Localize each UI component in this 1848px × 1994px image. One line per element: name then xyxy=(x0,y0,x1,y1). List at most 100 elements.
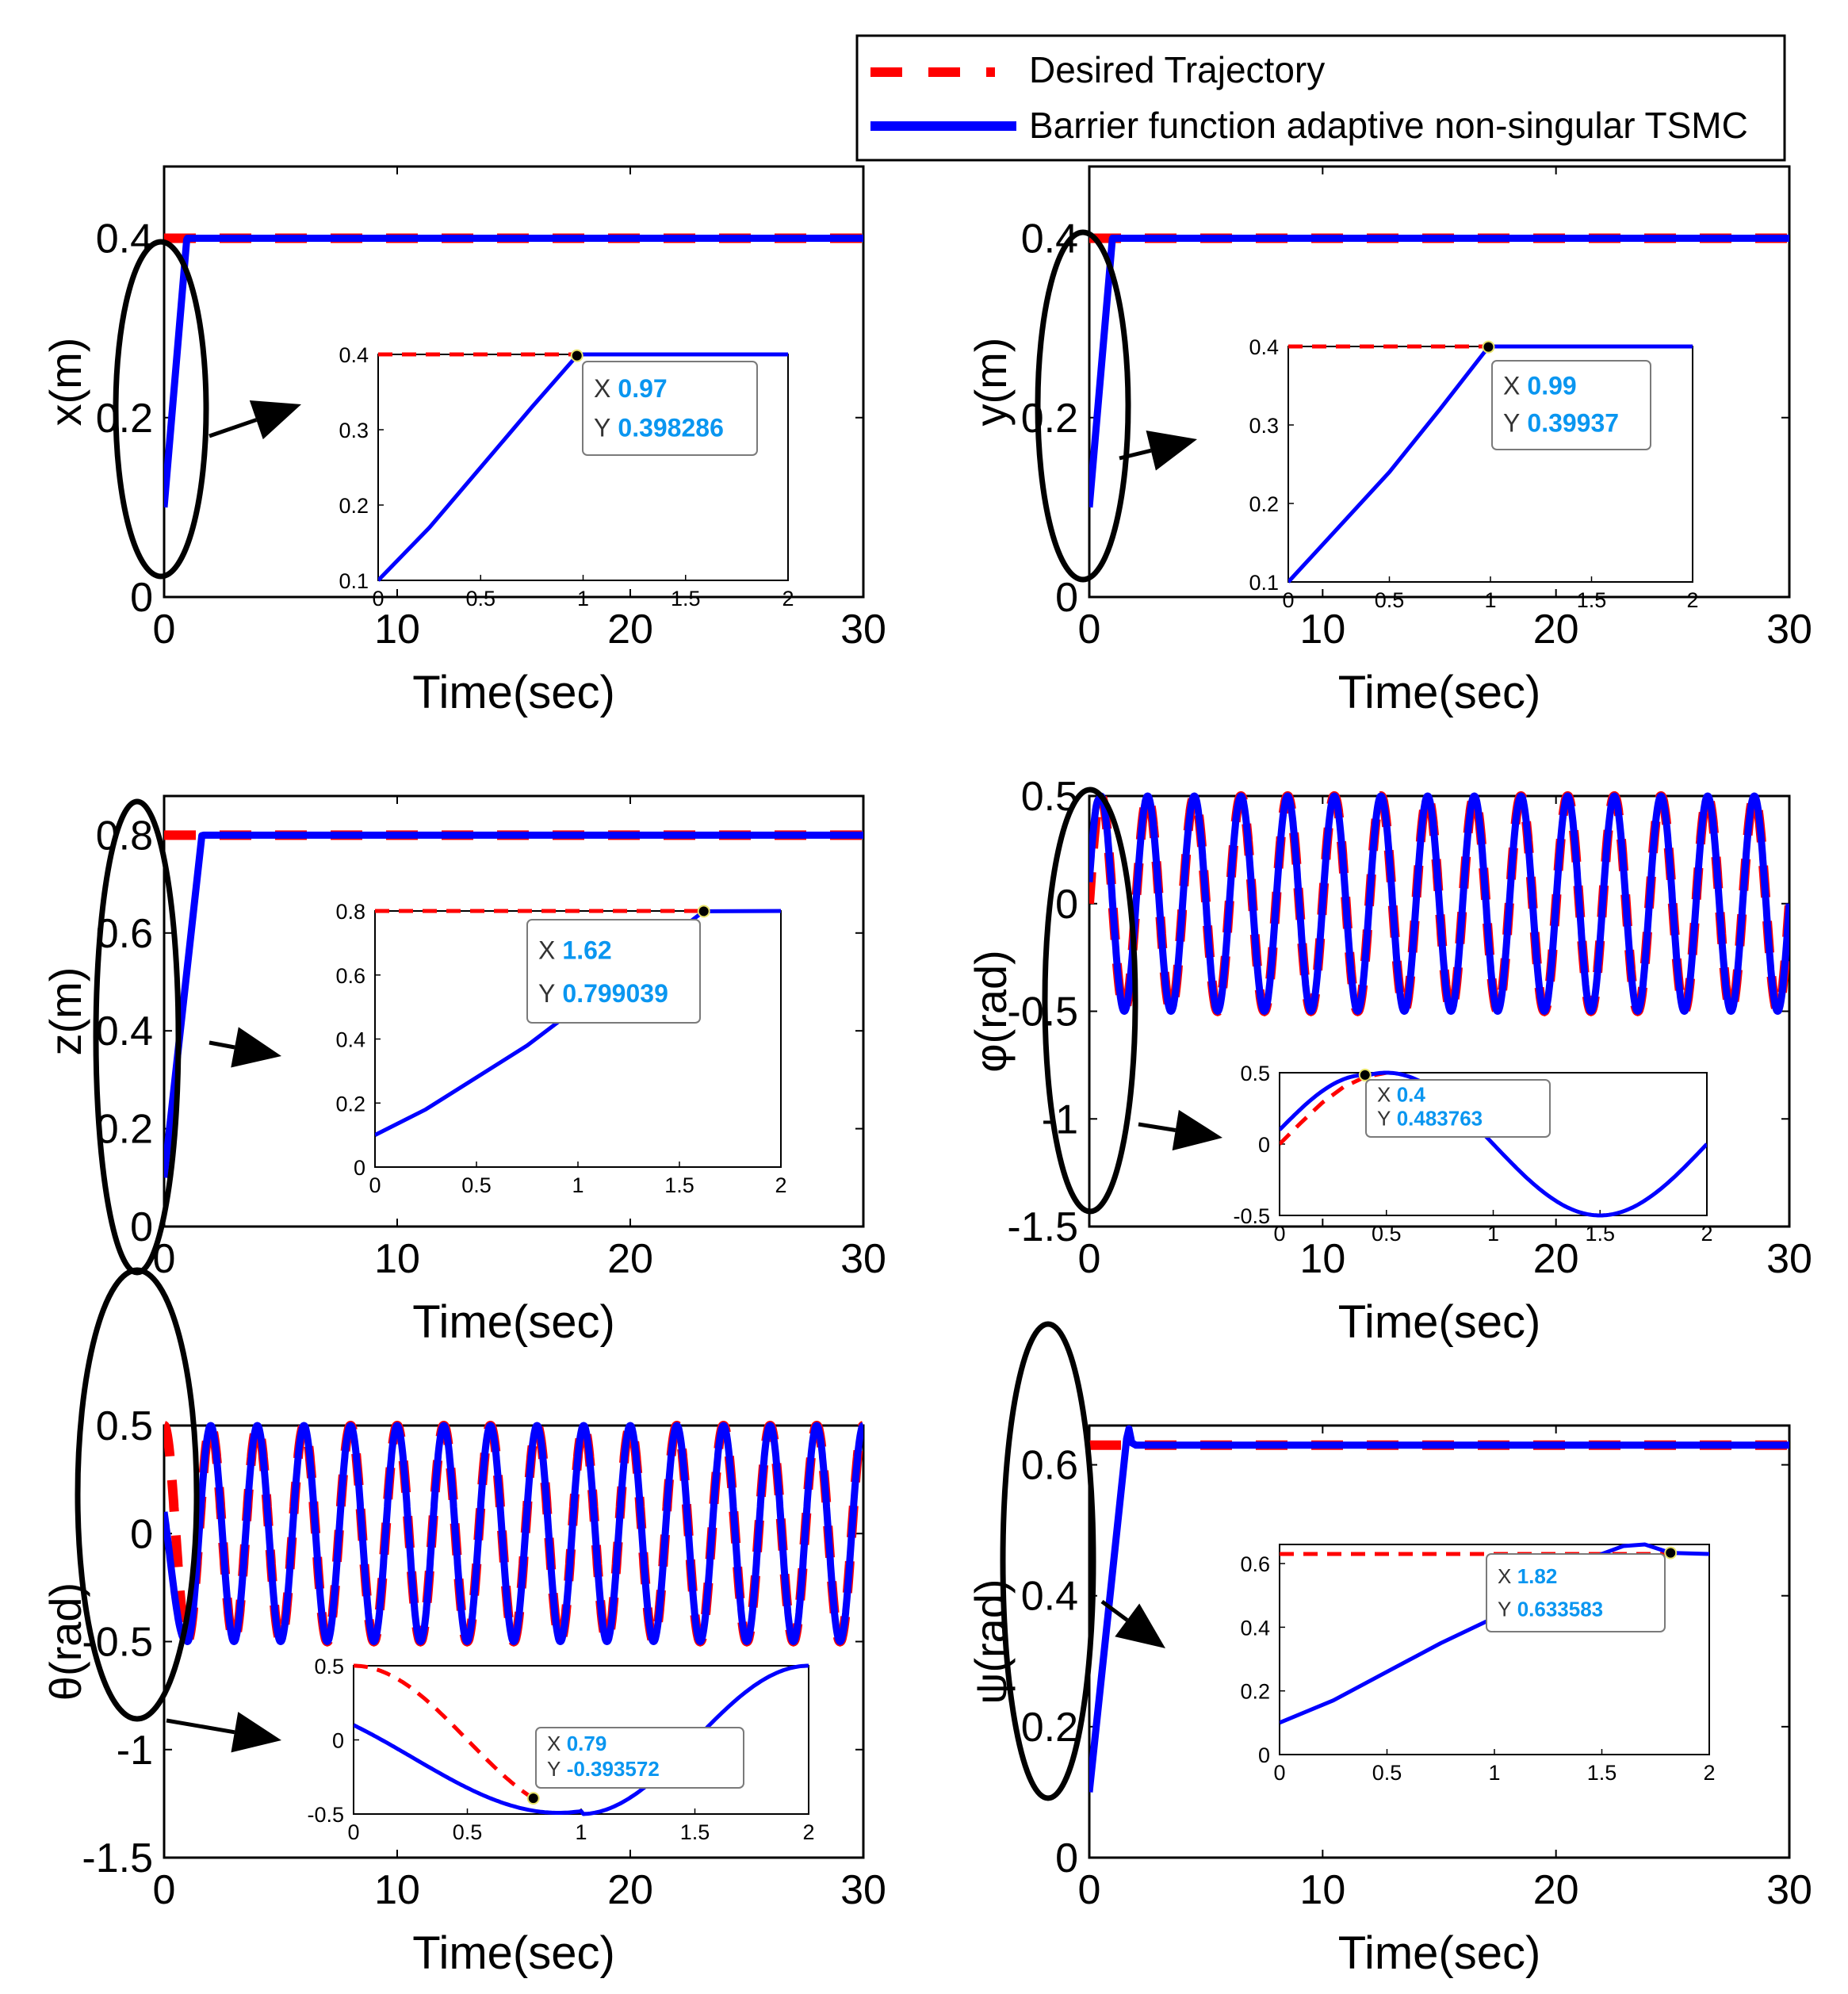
panel-z: 0 10 20 30 0 0.2 0.4 0.6 0.8 Time(sec) z(m) 0 0.5 1 1.… xyxy=(40,794,886,1348)
y-tick-label: 0 xyxy=(130,1511,153,1557)
inset-y-tick-label: -0.5 xyxy=(307,1803,344,1827)
arrow-head xyxy=(249,400,301,440)
inset-x-tick-label: 1.5 xyxy=(664,1173,694,1197)
x-tick-label: 30 xyxy=(1766,1236,1812,1282)
legend-box xyxy=(855,34,1786,162)
x-tick-label: 30 xyxy=(840,607,886,653)
x-axis-label: Time(sec) xyxy=(412,667,615,718)
inset-y-tick-label: 0.6 xyxy=(1240,1552,1270,1576)
inset-x-tick-label: 1.5 xyxy=(1577,588,1607,612)
x-tick-label: 0 xyxy=(153,607,176,653)
y-tick-label: 0 xyxy=(130,575,153,621)
inset-y-tick-label: 0.1 xyxy=(1249,571,1279,595)
inset-x-tick-label: 1 xyxy=(575,1820,587,1844)
inset-x-tick-label: 1 xyxy=(1484,588,1496,612)
x-tick-label: 10 xyxy=(374,1867,420,1913)
arrow-shaft xyxy=(209,1040,235,1050)
datatip-x-label: X xyxy=(538,936,555,964)
inset-x-tick-label: 1 xyxy=(572,1173,583,1197)
y-tick-label: 0.8 xyxy=(96,813,153,859)
legend-label-tsmc: Barrier function adaptive non-singular T… xyxy=(1029,105,1748,146)
inset-x-tick-label: 1 xyxy=(1487,1222,1499,1246)
inset-series-tsmc-line xyxy=(1280,1070,1707,1218)
x-tick-label: 10 xyxy=(1299,1236,1345,1282)
inset-x-tick-label: 0 xyxy=(369,1173,381,1197)
arrow-head xyxy=(1115,1603,1165,1648)
inset-y-tick-label: 0.5 xyxy=(314,1655,344,1678)
series-group xyxy=(164,1421,863,1647)
inset-series-group xyxy=(354,1663,809,1816)
x-tick-label: 20 xyxy=(1533,1236,1579,1282)
datatip-x-label: X xyxy=(1498,1564,1511,1588)
inset-x-tick-label: 0.5 xyxy=(465,587,495,610)
series-group xyxy=(1089,791,1789,1016)
inset-x-tick-label: 1.5 xyxy=(671,587,701,610)
x-tick-label: 20 xyxy=(607,1867,653,1913)
datatip-box xyxy=(582,361,758,456)
inset-x-tick-label: 0 xyxy=(372,587,384,610)
datatip-y-value: 0.633583 xyxy=(1517,1597,1603,1621)
inset-x-tick-label: 2 xyxy=(1701,1222,1712,1246)
x-tick-label: 0 xyxy=(1078,607,1101,653)
datatip-box xyxy=(535,1727,744,1789)
datatip-box xyxy=(1486,1553,1666,1632)
series-tsmc-line xyxy=(1089,1425,1789,1793)
datatip-box xyxy=(1491,360,1651,450)
datatip-x-value: 1.62 xyxy=(562,936,611,964)
inset-series-tsmc-line xyxy=(354,1663,809,1816)
series-tsmc-line xyxy=(1089,792,1789,1015)
inset-y-tick-label: -0.5 xyxy=(1233,1204,1270,1228)
x-tick-label: 10 xyxy=(1299,607,1345,653)
y-tick-label: 0 xyxy=(1055,882,1078,928)
inset-z: 0 0.5 1 1.5 2 0 0.2 0.4 0.6 0.8 X 1.62Y 0.799039 xyxy=(335,900,786,1197)
y-tick-label: 0.6 xyxy=(96,911,153,957)
arrow-shaft xyxy=(1119,448,1152,461)
x-axis-label: Time(sec) xyxy=(1338,1927,1541,1979)
legend-label-desired: Desired Trajectory xyxy=(1029,49,1325,90)
datatip-marker xyxy=(697,905,710,918)
datatip-marker xyxy=(570,349,583,362)
y-tick-label: -1 xyxy=(117,1728,153,1774)
inset-y-tick-label: 0.4 xyxy=(1249,335,1279,359)
datatip-x-label: X xyxy=(594,374,610,403)
inset-series-desired-line xyxy=(354,1663,535,1801)
inset-y-tick-label: 0.1 xyxy=(339,569,369,593)
highlight-ellipse xyxy=(1042,787,1138,1215)
inset-x-tick-label: 0.5 xyxy=(461,1173,492,1197)
legend: Desired Trajectory Barrier function adapt… xyxy=(855,34,1786,162)
y-tick-label: 0.2 xyxy=(1021,1705,1078,1751)
x-tick-label: 30 xyxy=(1766,607,1812,653)
inset-y-tick-label: 0.5 xyxy=(1240,1062,1270,1085)
datatip-y-label: Y xyxy=(1377,1107,1391,1131)
highlight-ellipse xyxy=(113,239,209,580)
series-tsmc-line xyxy=(164,235,863,508)
x-tick-label: 30 xyxy=(840,1236,886,1282)
inset-y-tick-label: 0.4 xyxy=(1240,1616,1270,1640)
inset-x-tick-label: 0.5 xyxy=(1375,588,1405,612)
datatip-x-value: 0.79 xyxy=(567,1732,607,1755)
y-axis-label: y(m) xyxy=(966,338,1016,427)
x-tick-label: 20 xyxy=(607,1236,653,1282)
y-axis-label: z(m) xyxy=(40,967,90,1056)
x-tick-label: 20 xyxy=(607,607,653,653)
inset-y-tick-label: 0.6 xyxy=(335,964,365,988)
series-tsmc-line xyxy=(164,1422,863,1645)
datatip-x-value: 1.82 xyxy=(1517,1564,1558,1588)
y-tick-label: 0 xyxy=(1055,1835,1078,1881)
inset-x-tick-label: 2 xyxy=(782,587,794,610)
datatip-marker xyxy=(1664,1546,1678,1560)
datatip-x-value: 0.4 xyxy=(1397,1082,1426,1106)
y-tick-label: 0.2 xyxy=(96,1107,153,1153)
highlight-ellipse xyxy=(75,1267,200,1722)
x-tick-label: 20 xyxy=(1533,607,1579,653)
x-tick-label: 10 xyxy=(374,1236,420,1282)
datatip-y-label: Y xyxy=(547,1757,561,1781)
y-tick-label: -1 xyxy=(1042,1097,1078,1142)
datatip-box xyxy=(526,919,701,1024)
inset-x-tick-label: 0 xyxy=(1273,1761,1285,1785)
inset-x-tick-label: 2 xyxy=(775,1173,786,1197)
inset-phi: 0 0.5 1 1.5 2-0.500.5X 0.4Y 0.483763 xyxy=(1233,1062,1712,1246)
